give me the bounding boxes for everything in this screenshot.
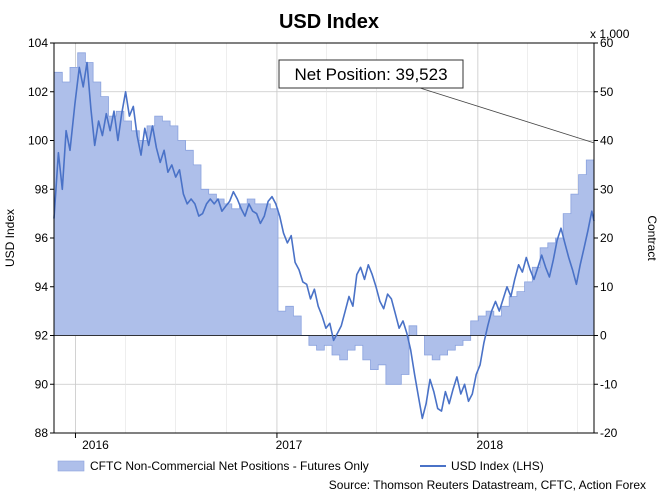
right-tick-label: -10 bbox=[600, 377, 618, 391]
x-tick-label: 2017 bbox=[276, 438, 303, 452]
net-positions-area bbox=[54, 52, 594, 385]
legend-label-net-positions: CFTC Non-Commercial Net Positions - Futu… bbox=[90, 459, 369, 473]
x-axis-ticks: 2016 2017 2018 bbox=[74, 433, 504, 452]
left-tick-label: 92 bbox=[35, 329, 49, 343]
right-axis-scale-note: x 1,000 bbox=[590, 27, 630, 41]
usd-index-line bbox=[53, 61, 595, 420]
right-tick-label: 40 bbox=[600, 134, 614, 148]
right-tick-label: 60 bbox=[600, 36, 614, 50]
left-tick-label: 98 bbox=[35, 182, 49, 196]
right-tick-label: -20 bbox=[600, 426, 618, 440]
x-tick-label: 2016 bbox=[82, 438, 109, 452]
right-axis-label: Contract bbox=[645, 215, 659, 261]
source-note: Source: Thomson Reuters Datastream, CFTC… bbox=[329, 478, 646, 492]
right-axis-ticks: -20 -10 0 10 20 30 40 50 60 bbox=[594, 36, 618, 440]
left-tick-label: 102 bbox=[28, 85, 48, 99]
left-tick-label: 94 bbox=[35, 280, 49, 294]
left-axis-ticks: 88 90 92 94 96 98 100 102 104 bbox=[28, 36, 54, 440]
left-tick-label: 100 bbox=[28, 134, 48, 148]
right-tick-label: 30 bbox=[600, 182, 614, 196]
legend: CFTC Non-Commercial Net Positions - Futu… bbox=[57, 459, 544, 473]
annotation-callout-line bbox=[419, 87, 595, 144]
legend-label-usd-index: USD Index (LHS) bbox=[451, 459, 544, 473]
net-position-annotation: Net Position: 39,523 bbox=[278, 59, 595, 144]
net-positions-area-layer bbox=[54, 52, 595, 385]
x-tick-label: 2018 bbox=[477, 438, 504, 452]
left-axis-label: USD Index bbox=[3, 209, 17, 267]
left-tick-label: 104 bbox=[28, 36, 48, 50]
left-tick-label: 88 bbox=[35, 426, 49, 440]
right-tick-label: 20 bbox=[600, 231, 614, 245]
right-tick-label: 0 bbox=[600, 329, 607, 343]
chart-title: USD Index bbox=[279, 11, 379, 33]
right-tick-label: 10 bbox=[600, 280, 614, 294]
annotation-box bbox=[278, 59, 464, 89]
left-tick-label: 96 bbox=[35, 231, 49, 245]
legend-swatch-area bbox=[57, 460, 85, 472]
right-tick-label: 50 bbox=[600, 85, 614, 99]
annotation-text: Net Position: 39,523 bbox=[294, 65, 447, 84]
left-tick-label: 90 bbox=[35, 377, 49, 391]
usd-index-line-layer bbox=[53, 61, 595, 420]
